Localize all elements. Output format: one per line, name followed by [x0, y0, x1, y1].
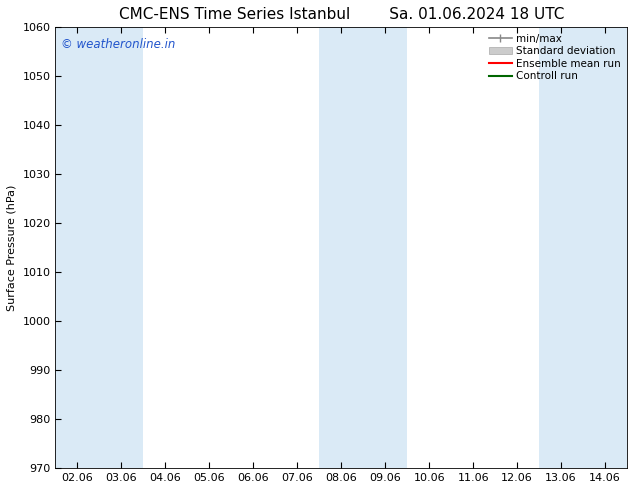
- Y-axis label: Surface Pressure (hPa): Surface Pressure (hPa): [7, 185, 17, 311]
- Bar: [320, 27, 407, 468]
- Title: CMC-ENS Time Series Istanbul        Sa. 01.06.2024 18 UTC: CMC-ENS Time Series Istanbul Sa. 01.06.2…: [119, 7, 564, 22]
- Bar: [56, 27, 143, 468]
- Text: © weatheronline.in: © weatheronline.in: [61, 38, 176, 51]
- Legend: min/max, Standard deviation, Ensemble mean run, Controll run: min/max, Standard deviation, Ensemble me…: [485, 29, 625, 86]
- Bar: [539, 27, 627, 468]
